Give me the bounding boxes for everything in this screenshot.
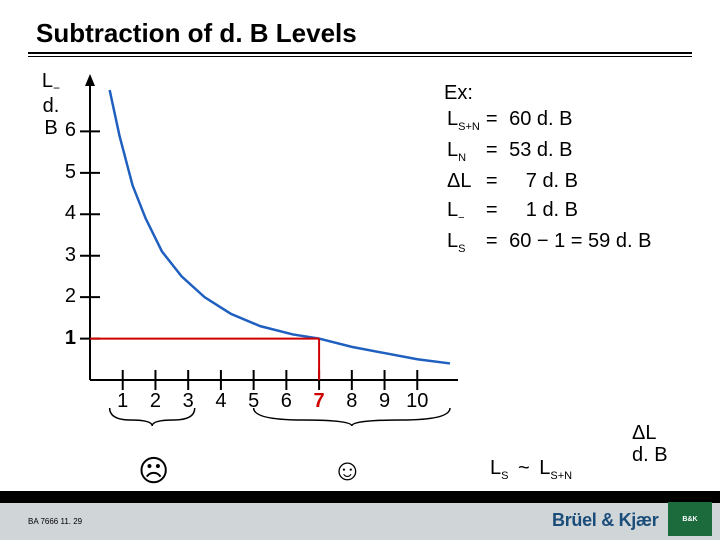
- y-axis-symbol: L: [42, 70, 53, 92]
- slide: Subtraction of d. B Levels L− d. B ΔL d.…: [0, 0, 720, 540]
- brand-logo-icon: B&K: [668, 502, 712, 536]
- x-axis-unit: d. B: [632, 444, 668, 466]
- x-tick-label: 7: [307, 390, 331, 413]
- page-title: Subtraction of d. B Levels: [36, 18, 357, 49]
- x-tick-label: 4: [209, 390, 233, 413]
- footnote: BA 7666 11. 29: [28, 517, 82, 526]
- title-rule-thin: [28, 56, 692, 57]
- y-axis-subscript: −: [53, 81, 60, 95]
- x-tick-label: 10: [405, 390, 429, 413]
- x-tick-label: 3: [176, 390, 200, 413]
- ls-relation: LS ~ LS+N: [490, 457, 572, 482]
- x-tick-label: 2: [143, 390, 167, 413]
- footer-bar: [0, 491, 720, 503]
- brand-text: Brüel & Kjær: [552, 510, 658, 531]
- x-tick-label: 9: [373, 390, 397, 413]
- y-tick-label: 5: [56, 161, 76, 184]
- y-tick-label: 4: [56, 202, 76, 225]
- x-axis-label: ΔL d. B: [632, 422, 668, 466]
- x-tick-label: 6: [274, 390, 298, 413]
- y-tick-label: 6: [56, 119, 76, 142]
- sad-face-icon: ☹: [138, 454, 169, 489]
- x-axis-symbol: ΔL: [632, 422, 656, 444]
- y-tick-label: 3: [56, 244, 76, 267]
- y-tick-label: 2: [56, 285, 76, 308]
- example-block: Ex: LS+N= 60 d. BLN= 53 d. BΔL= 7 d. BL−…: [444, 82, 654, 258]
- x-tick-label: 1: [111, 390, 135, 413]
- x-tick-label: 8: [340, 390, 364, 413]
- y-tick-label: 1: [56, 327, 76, 350]
- subtraction-chart: [60, 70, 480, 430]
- title-rule-thick: [28, 52, 692, 54]
- happy-face-icon: ☺: [332, 454, 363, 488]
- example-header: Ex:: [444, 82, 654, 105]
- example-table: LS+N= 60 d. BLN= 53 d. BΔL= 7 d. BL−= 1 …: [444, 105, 654, 258]
- x-tick-label: 5: [242, 390, 266, 413]
